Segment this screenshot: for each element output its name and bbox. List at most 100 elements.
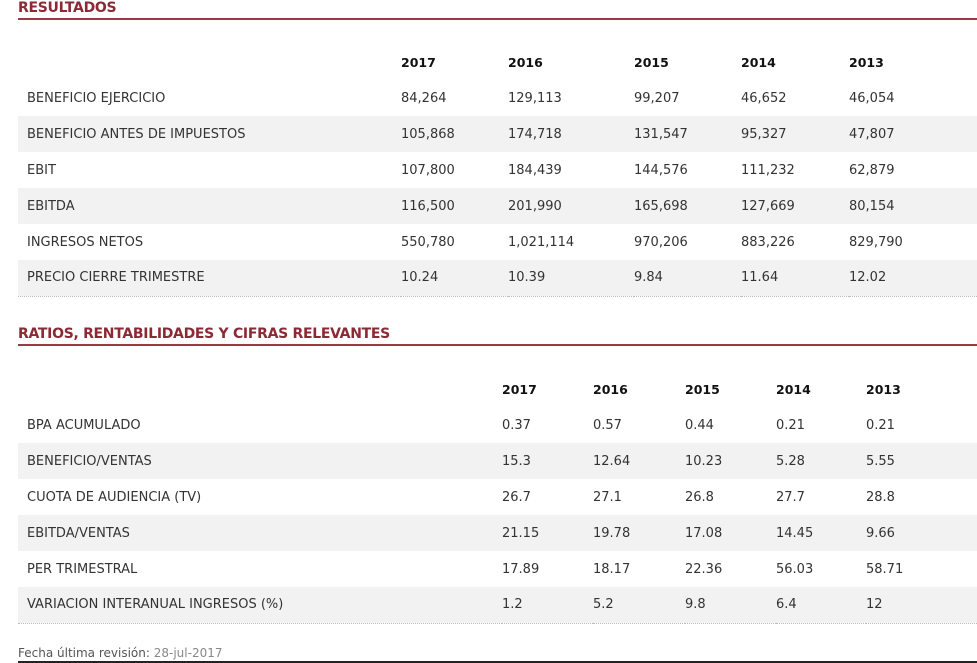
last-revision-label: Fecha última revisión: [18,646,150,660]
row-value: 17.08 [685,515,776,551]
row-label: PRECIO CIERRE TRIMESTRE [18,260,401,297]
row-value: 0.44 [685,417,714,433]
header-row: 2017 2016 2015 2014 2013 [18,371,977,407]
row-value: 21.15 [502,515,593,551]
row-value: 22.36 [685,561,723,577]
row-value: 58.71 [866,561,904,577]
row-value: 14.45 [776,515,866,551]
row-value: 5.28 [776,443,866,479]
table-row: VARIACION INTERANUAL INGRESOS (%) 1.2 5.2 9… [18,587,977,624]
row-value: 84,264 [401,90,447,106]
row-label: INGRESOS NETOS [27,234,144,250]
row-value: 1.2 [502,587,593,624]
row-value: 0.37 [502,417,531,433]
row-value: 184,439 [508,162,562,178]
row-value: 26.7 [502,489,531,505]
table-row: BENEFICIO ANTES DE IMPUESTOS 105,868 174,7… [18,116,977,152]
row-label: VARIACION INTERANUAL INGRESOS (%) [18,587,502,624]
row-label: BENEFICIO EJERCICIO [27,90,166,106]
table-row: PRECIO CIERRE TRIMESTRE 10.24 10.39 9.84 11.… [18,260,977,297]
row-value: 5.55 [866,443,977,479]
row-value: 1,021,114 [508,234,575,250]
table-row: EBITDA/VENTAS 21.15 19.78 17.08 14.45 9.66 [18,515,977,551]
row-value: 9.84 [634,260,741,297]
row-value: 47,807 [849,116,977,152]
header-year: 2017 [401,54,436,70]
row-value: 28.8 [866,489,895,505]
header-year: 2017 [502,381,537,397]
table-row: EBITDA 116,500 201,990 165,698 127,669 80,154 [18,188,977,224]
row-value: 129,113 [508,90,562,106]
row-value: 970,206 [634,234,688,250]
row-value: 165,698 [634,188,741,224]
header-row: 2017 2016 2015 2014 2013 [18,44,977,80]
bottom-divider [18,661,977,663]
row-value: 18.17 [593,561,631,577]
row-value: 12.64 [593,443,685,479]
header-year: 2016 [593,381,628,397]
row-label: EBIT [27,162,56,178]
row-label: BENEFICIO/VENTAS [18,443,502,479]
row-value: 174,718 [508,116,634,152]
row-value: 131,547 [634,116,741,152]
row-value: 9.66 [866,515,977,551]
table-row: BPA ACUMULADO 0.37 0.57 0.44 0.21 0.21 [18,407,977,443]
resultados-table: 2017 2016 2015 2014 2013 BENEFICIO EJERCICIO 8… [18,44,977,297]
row-value: 46,054 [849,90,895,106]
row-label: EBITDA/VENTAS [18,515,502,551]
header-year: 2014 [776,381,811,397]
table-row: BENEFICIO/VENTAS 15.3 12.64 10.23 5.28 5.55 [18,443,977,479]
row-value: 95,327 [741,116,849,152]
row-value: 5.2 [593,587,685,624]
row-value: 6.4 [776,587,866,624]
section-title-ratios: RATIOS, RENTABILIDADES Y CIFRAS RELEVANT… [18,326,977,346]
header-year: 2013 [866,381,901,397]
row-value: 883,226 [741,234,795,250]
row-value: 0.21 [866,417,895,433]
header-year: 2016 [508,54,543,70]
row-value: 46,652 [741,90,787,106]
row-value: 107,800 [401,162,455,178]
row-value: 144,576 [634,162,688,178]
last-revision-date: 28-jul-2017 [153,646,223,660]
ratios-table: 2017 2016 2015 2014 2013 BPA ACUMULADO 0.37 0.5… [18,371,977,624]
row-value: 10.39 [508,260,634,297]
section-title-resultados: RESULTADOS [18,0,977,20]
row-value: 127,669 [741,188,849,224]
row-value: 17.89 [502,561,540,577]
row-value: 27.1 [593,489,622,505]
row-value: 11.64 [741,260,849,297]
row-value: 201,990 [508,188,634,224]
row-value: 15.3 [502,443,593,479]
row-value: 0.21 [776,417,805,433]
row-value: 105,868 [401,116,508,152]
header-empty [18,44,401,80]
row-value: 12 [866,587,977,624]
row-value: 56.03 [776,561,814,577]
row-value: 10.24 [401,260,508,297]
row-value: 12.02 [849,260,977,297]
last-revision: Fecha última revisión: 28-jul-2017 [18,646,222,660]
row-value: 99,207 [634,90,680,106]
row-value: 19.78 [593,515,685,551]
row-label: BPA ACUMULADO [27,417,141,433]
row-value: 550,780 [401,234,455,250]
row-value: 10.23 [685,443,776,479]
row-label: PER TRIMESTRAL [27,561,138,577]
row-value: 829,790 [849,234,903,250]
header-year: 2015 [685,381,720,397]
table-row: BENEFICIO EJERCICIO 84,264 129,113 99,207 46… [18,80,977,116]
row-label: CUOTA DE AUDIENCIA (TV) [27,489,202,505]
header-year: 2015 [634,54,669,70]
row-value: 9.8 [685,587,776,624]
table-row: INGRESOS NETOS 550,780 1,021,114 970,206 883… [18,224,977,260]
row-label: EBITDA [18,188,401,224]
header-year: 2013 [849,54,884,70]
header-year: 2014 [741,54,776,70]
row-label: BENEFICIO ANTES DE IMPUESTOS [18,116,401,152]
header-empty [18,371,502,407]
row-value: 27.7 [776,489,805,505]
table-row: EBIT 107,800 184,439 144,576 111,232 62,879 [18,152,977,188]
row-value: 116,500 [401,188,508,224]
table-row: PER TRIMESTRAL 17.89 18.17 22.36 56.03 58.71 [18,551,977,587]
